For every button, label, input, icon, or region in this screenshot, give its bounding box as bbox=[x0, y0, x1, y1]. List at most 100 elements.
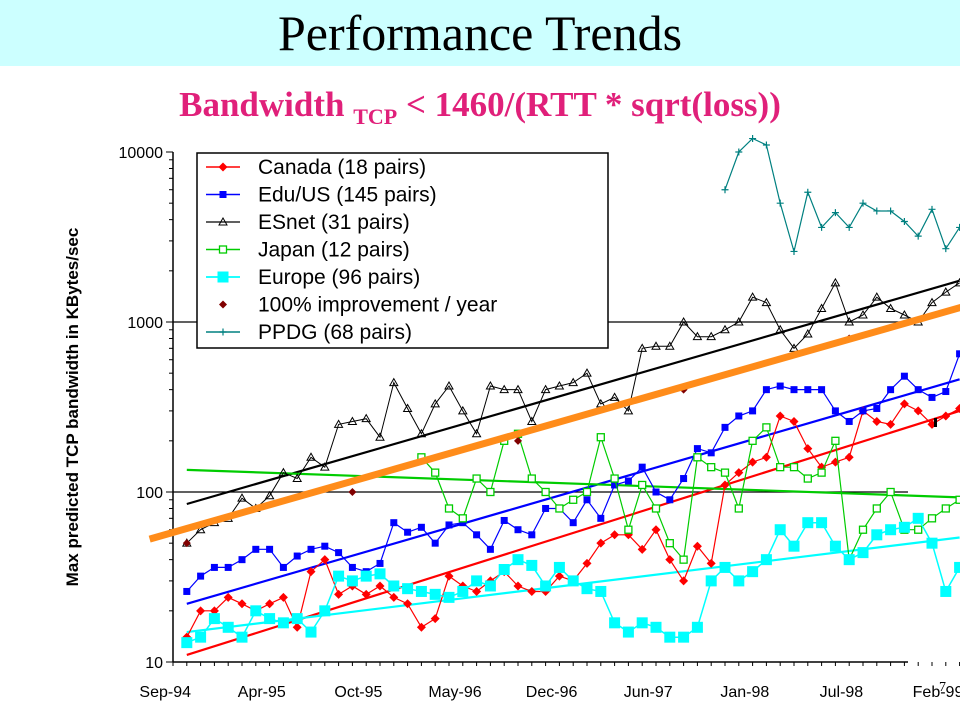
data-point bbox=[223, 592, 233, 602]
data-point bbox=[691, 621, 703, 633]
data-point bbox=[707, 449, 715, 457]
data-point bbox=[375, 581, 385, 591]
data-point bbox=[734, 468, 744, 478]
data-point bbox=[816, 517, 828, 529]
data-point bbox=[956, 350, 960, 358]
data-point bbox=[873, 207, 881, 215]
data-point bbox=[431, 539, 439, 547]
data-point bbox=[210, 563, 218, 571]
data-point bbox=[512, 554, 524, 566]
data-point bbox=[954, 561, 960, 573]
data-point bbox=[347, 416, 358, 425]
data-point bbox=[374, 568, 386, 580]
data-point bbox=[527, 474, 536, 483]
data-point bbox=[389, 592, 399, 602]
x-tick-label: Jan-98 bbox=[720, 684, 769, 701]
data-point bbox=[264, 490, 275, 500]
data-point bbox=[720, 480, 730, 490]
data-point bbox=[733, 575, 745, 587]
data-point bbox=[569, 495, 578, 504]
data-point bbox=[334, 589, 344, 599]
data-point bbox=[457, 585, 469, 597]
data-point bbox=[376, 559, 384, 567]
data-point bbox=[291, 613, 303, 625]
data-point bbox=[789, 343, 799, 352]
data-point bbox=[693, 453, 702, 462]
data-point bbox=[375, 432, 385, 441]
y-tick-label: 1000 bbox=[127, 315, 163, 332]
data-point bbox=[333, 570, 345, 582]
page-number: 7 bbox=[939, 680, 946, 695]
data-point bbox=[955, 495, 960, 504]
data-point bbox=[306, 567, 316, 577]
data-point bbox=[622, 626, 634, 638]
data-point bbox=[775, 411, 785, 421]
data-point bbox=[802, 328, 813, 338]
data-point bbox=[305, 626, 317, 638]
title-band bbox=[0, 0, 960, 66]
data-point bbox=[831, 209, 839, 217]
data-point bbox=[595, 585, 607, 597]
data-point bbox=[651, 525, 661, 535]
data-point bbox=[760, 554, 772, 566]
data-point bbox=[542, 504, 550, 512]
data-point bbox=[843, 554, 855, 566]
data-point bbox=[484, 580, 496, 592]
data-point bbox=[720, 324, 730, 334]
data-point bbox=[900, 218, 908, 226]
data-point bbox=[306, 452, 316, 461]
data-point bbox=[804, 188, 812, 196]
data-point bbox=[859, 407, 867, 415]
data-point bbox=[540, 580, 552, 592]
data-point bbox=[335, 549, 343, 557]
data-point bbox=[678, 631, 690, 643]
data-point bbox=[872, 416, 882, 426]
data-point bbox=[927, 514, 937, 523]
data-point bbox=[553, 561, 565, 573]
data-point bbox=[652, 488, 660, 496]
data-point bbox=[706, 558, 716, 568]
data-point bbox=[914, 386, 922, 394]
data-point bbox=[429, 588, 441, 600]
data-point bbox=[761, 452, 771, 462]
data-point bbox=[776, 382, 784, 390]
data-point bbox=[955, 403, 960, 413]
data-point bbox=[871, 529, 883, 541]
data-point bbox=[719, 561, 731, 573]
data-point bbox=[320, 555, 330, 565]
data-point bbox=[321, 542, 329, 550]
data-point bbox=[664, 631, 676, 643]
data-point bbox=[514, 526, 522, 534]
data-point bbox=[899, 399, 909, 409]
data-point bbox=[678, 316, 689, 326]
x-tick-label: Feb-99 bbox=[913, 684, 960, 701]
data-point bbox=[762, 386, 770, 394]
data-point bbox=[473, 531, 481, 539]
data-point bbox=[459, 519, 467, 527]
data-point bbox=[583, 496, 591, 504]
data-point bbox=[747, 292, 758, 301]
data-point bbox=[567, 575, 579, 587]
data-point bbox=[858, 525, 868, 534]
data-point bbox=[845, 223, 853, 231]
data-point bbox=[486, 487, 495, 497]
data-point bbox=[733, 316, 744, 326]
data-point bbox=[554, 571, 564, 581]
legend-label: Japan (12 pairs) bbox=[258, 239, 410, 262]
data-point bbox=[720, 468, 730, 477]
data-point bbox=[500, 516, 508, 524]
legend-marker bbox=[219, 328, 227, 336]
data-point bbox=[360, 570, 372, 582]
data-point bbox=[802, 517, 814, 529]
data-point bbox=[885, 303, 896, 313]
series-line-6 bbox=[724, 137, 960, 254]
data-point bbox=[361, 589, 371, 599]
data-point bbox=[816, 303, 827, 313]
data-point bbox=[844, 316, 855, 326]
data-point bbox=[513, 581, 523, 591]
data-point bbox=[790, 386, 798, 394]
data-point bbox=[804, 386, 812, 394]
overlay-trend-line bbox=[148, 303, 960, 543]
data-point bbox=[610, 530, 620, 540]
data-point bbox=[416, 622, 426, 632]
